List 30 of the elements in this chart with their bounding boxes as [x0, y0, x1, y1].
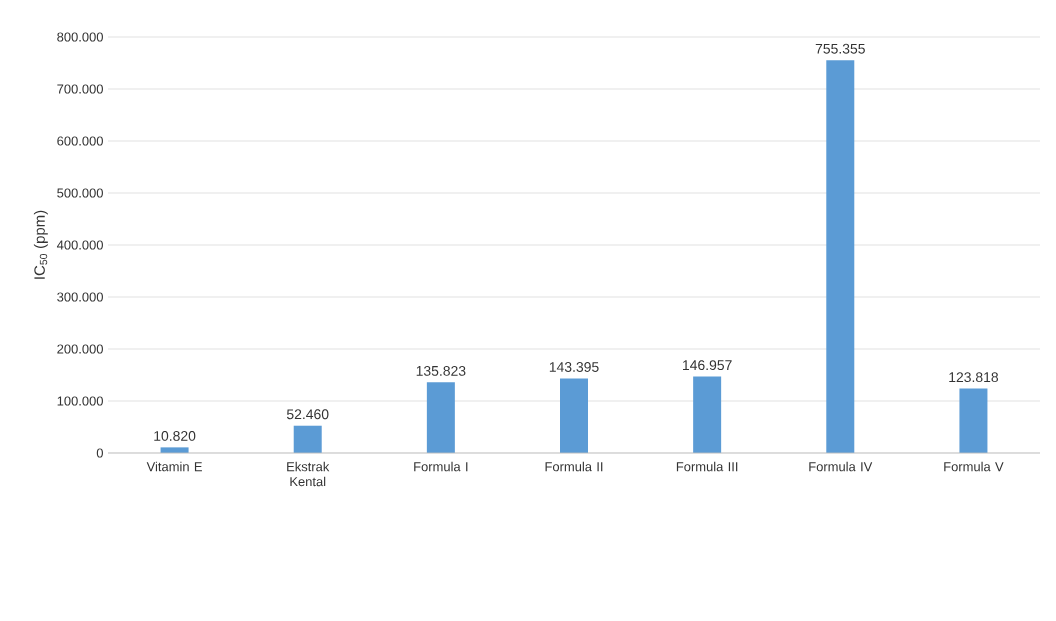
y-tick-label: 500.000 — [57, 188, 103, 198]
x-tick-label: Formula IV — [809, 461, 873, 472]
y-tick-label: 400.000 — [56, 240, 103, 250]
y-tick-label: 200.000 — [57, 344, 103, 354]
x-tick-label: Vitamin E — [146, 461, 202, 472]
y-tick-label: 600.000 — [57, 136, 103, 146]
x-tick-label: Formula V — [944, 461, 1004, 472]
bar — [826, 60, 855, 453]
y-tick-label: 700.000 — [57, 84, 103, 94]
data-label: 146.957 — [683, 360, 732, 371]
bar — [560, 378, 588, 453]
x-tick-label: Ekstrak Kental — [287, 461, 330, 487]
x-tick-label: Formula III — [676, 461, 738, 472]
data-label: 143.395 — [549, 362, 599, 372]
x-tick-label: Formula I — [414, 461, 468, 472]
bar — [693, 376, 722, 453]
data-label: 135.823 — [416, 365, 466, 376]
y-tick-label: 800.000 — [57, 32, 103, 42]
y-tick-label: 300.000 — [57, 292, 103, 302]
y-axis-title: IC$_{50}$ (ppm) — [33, 210, 48, 279]
data-label: 10.820 — [154, 430, 196, 441]
data-label: 123.818 — [949, 372, 999, 383]
bar — [293, 425, 322, 453]
y-tick-label: 0 — [96, 448, 103, 458]
bar — [959, 388, 988, 453]
data-label: 52.460 — [286, 409, 329, 420]
bar — [426, 382, 455, 453]
data-label: 755.355 — [815, 43, 865, 54]
x-tick-label: Formula II — [545, 461, 603, 472]
y-tick-label: 100.000 — [57, 396, 103, 406]
